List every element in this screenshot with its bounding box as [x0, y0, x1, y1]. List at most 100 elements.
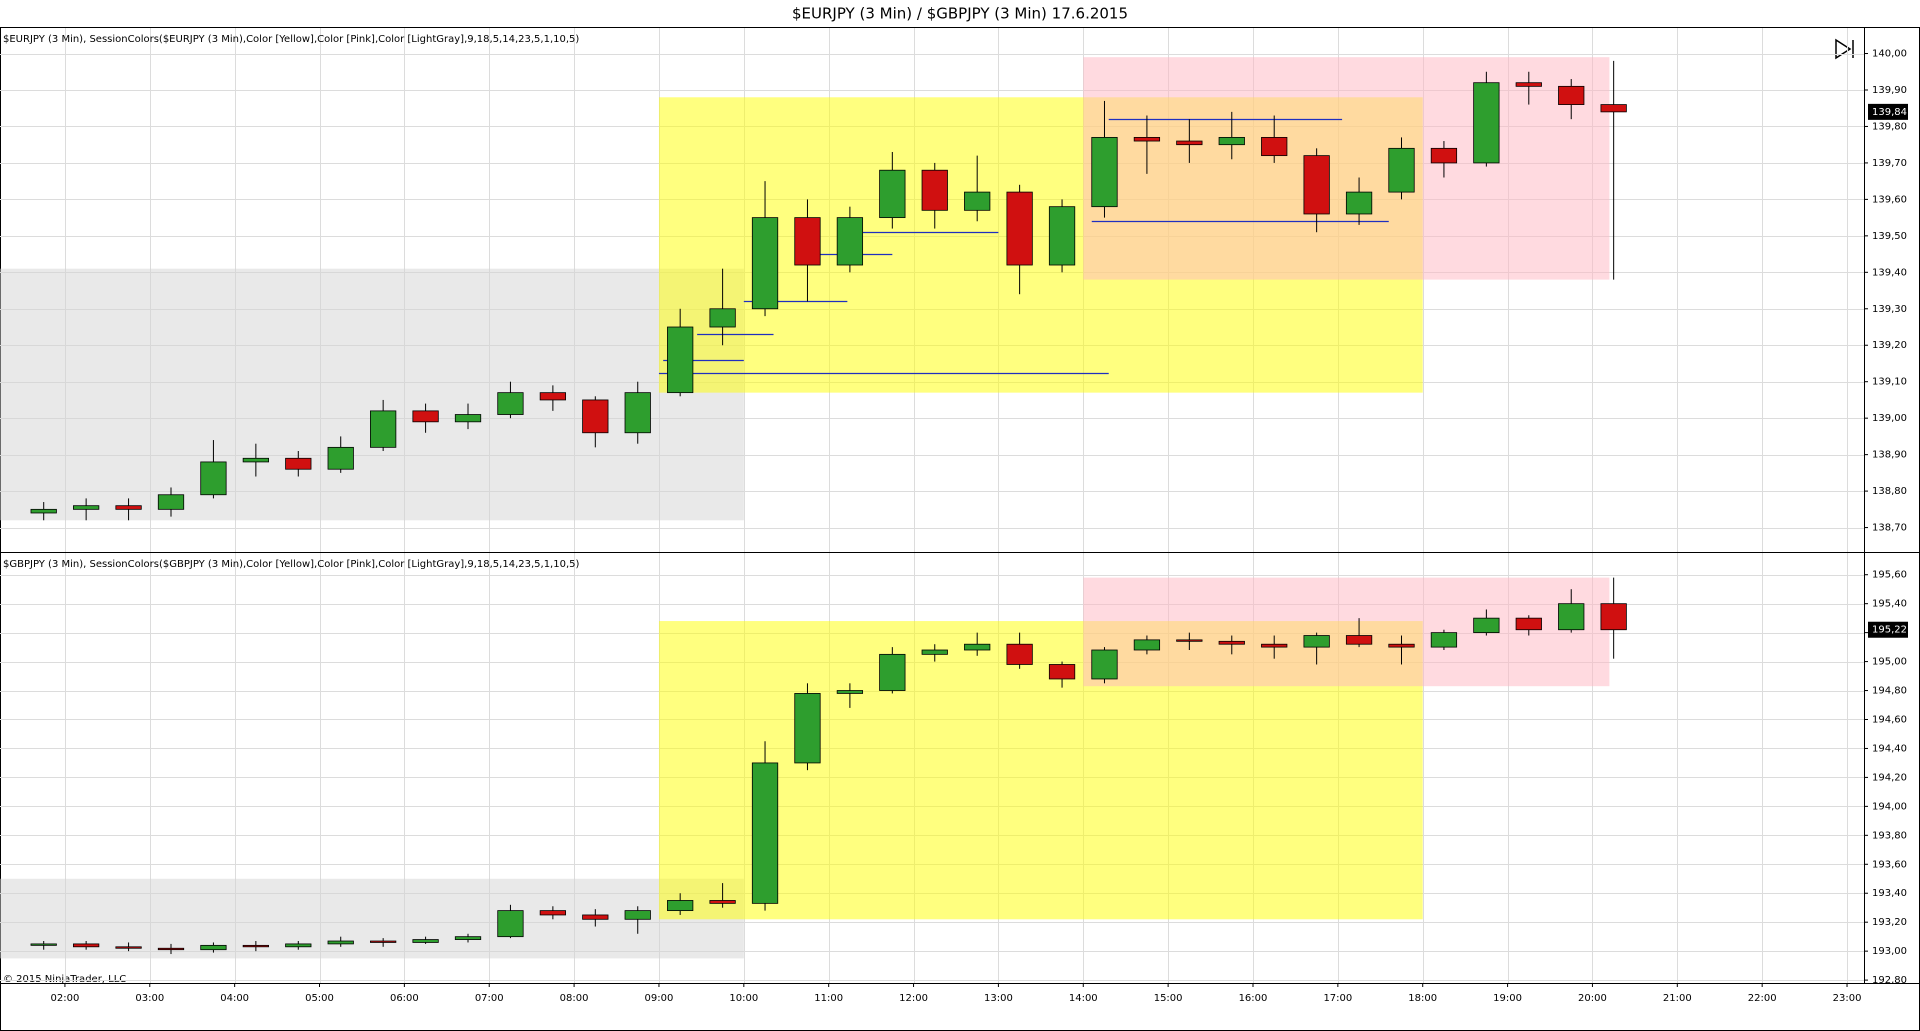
- candle-body: [1430, 147, 1458, 164]
- y-tick-label: 194,00: [1872, 801, 1907, 812]
- candle-body: [115, 946, 142, 949]
- x-tick-label: 11:00: [814, 993, 843, 1004]
- y-tick-label: 138,80: [1872, 486, 1907, 497]
- candle-body: [1345, 635, 1373, 645]
- x-tick-label: 23:00: [1833, 993, 1862, 1004]
- candle-body: [582, 399, 609, 434]
- candle-body: [1388, 147, 1415, 193]
- candle-body: [115, 505, 142, 510]
- candle-body: [794, 693, 821, 764]
- candle-body: [497, 392, 524, 415]
- session-range: [0, 878, 744, 959]
- candle-body: [157, 494, 185, 510]
- candle-body: [751, 762, 779, 904]
- y-tick-label: 138,70: [1872, 523, 1907, 534]
- x-tick-label: 17:00: [1323, 993, 1352, 1004]
- x-tick-label: 14:00: [1069, 993, 1098, 1004]
- candle-body: [539, 910, 567, 916]
- chart-title: $EURJPY (3 Min) / $GBPJPY (3 Min) 17.6.2…: [792, 5, 1128, 23]
- candle-body: [1048, 206, 1076, 266]
- session-range: [1083, 57, 1610, 280]
- candle-body: [285, 943, 312, 948]
- candle-body: [200, 944, 227, 951]
- last-price-label: 195,22: [1872, 625, 1907, 636]
- candle-body: [1006, 643, 1033, 665]
- y-tick-label: 139,10: [1872, 377, 1907, 388]
- x-tick-label: 10:00: [729, 993, 758, 1004]
- candle-body: [1473, 82, 1500, 164]
- x-tick-label: 03:00: [135, 993, 164, 1004]
- x-tick-label: 05:00: [305, 993, 334, 1004]
- candle-body: [1218, 136, 1245, 146]
- scroll-end-button[interactable]: [1835, 38, 1854, 60]
- y-tick-label: 138,90: [1872, 450, 1907, 461]
- x-tick-label: 18:00: [1408, 993, 1437, 1004]
- candle-body: [879, 653, 906, 691]
- x-tick-label: 21:00: [1663, 993, 1692, 1004]
- candle-body: [1558, 603, 1585, 631]
- candle-body: [667, 900, 694, 912]
- x-tick-label: 19:00: [1493, 993, 1522, 1004]
- candle-body: [30, 943, 57, 946]
- candle-body: [836, 217, 864, 266]
- candle-body: [1176, 140, 1203, 146]
- x-tick-label: 20:00: [1578, 993, 1607, 1004]
- candle-body: [1558, 85, 1585, 105]
- candle-body: [1091, 649, 1118, 680]
- y-tick-label: 193,60: [1872, 859, 1907, 870]
- y-tick-label: 194,60: [1872, 714, 1907, 725]
- y-tick-label: 139,40: [1872, 267, 1907, 278]
- candle-body: [1515, 617, 1542, 631]
- candle-body: [1473, 617, 1500, 634]
- y-tick-label: 139,20: [1872, 340, 1907, 351]
- x-tick-label: 22:00: [1748, 993, 1777, 1004]
- candle-body: [1388, 643, 1415, 648]
- x-tick-label: 12:00: [899, 993, 928, 1004]
- candle-body: [454, 936, 482, 940]
- candle-body: [1218, 640, 1245, 645]
- x-tick-label: 07:00: [475, 993, 504, 1004]
- last-price-box: [1868, 621, 1908, 638]
- candle-body: [1515, 82, 1542, 87]
- candle-body: [242, 457, 269, 463]
- y-tick-label: 193,40: [1872, 888, 1907, 899]
- panel-label: $GBPJPY (3 Min), SessionColors($GBPJPY (…: [3, 559, 579, 570]
- candle-body: [964, 191, 991, 211]
- candle-body: [73, 943, 100, 948]
- candle-body: [921, 169, 948, 211]
- candle-body: [327, 940, 354, 945]
- candle-body: [1261, 136, 1288, 157]
- candle-body: [624, 392, 651, 434]
- play-icon[interactable]: [1835, 38, 1852, 60]
- candle-body: [1261, 643, 1288, 648]
- x-tick-label: 02:00: [51, 993, 80, 1004]
- candle-body: [836, 690, 864, 694]
- copyright: © 2015 NinjaTrader, LLC: [3, 974, 126, 985]
- candle-body: [242, 944, 269, 948]
- candle-body: [709, 900, 736, 904]
- candle-body: [1006, 191, 1033, 266]
- candle-body: [200, 461, 227, 496]
- candle-body: [454, 414, 482, 423]
- candle-body: [667, 326, 694, 394]
- candle-body: [1600, 603, 1627, 631]
- last-price-label: 139,84: [1872, 107, 1907, 118]
- candle-body: [1176, 639, 1203, 642]
- y-tick-label: 139,30: [1872, 304, 1907, 315]
- candle-body: [327, 446, 354, 470]
- candle-body: [1430, 632, 1458, 648]
- session-range: [0, 268, 744, 521]
- y-tick-label: 193,00: [1872, 946, 1907, 957]
- candle-body: [624, 910, 651, 920]
- candle-body: [539, 392, 567, 401]
- y-tick-label: 194,40: [1872, 743, 1907, 754]
- y-tick-label: 139,60: [1872, 194, 1907, 205]
- y-tick-label: 139,50: [1872, 231, 1907, 242]
- candle-body: [1345, 191, 1373, 215]
- y-tick-label: 139,00: [1872, 413, 1907, 424]
- x-tick-label: 16:00: [1239, 993, 1268, 1004]
- y-tick-label: 195,40: [1872, 599, 1907, 610]
- y-tick-label: 193,20: [1872, 917, 1907, 928]
- y-tick-label: 139,90: [1872, 85, 1907, 96]
